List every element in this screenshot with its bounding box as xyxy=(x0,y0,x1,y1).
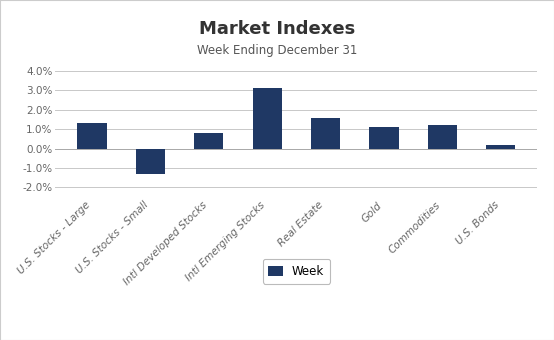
Text: Week Ending December 31: Week Ending December 31 xyxy=(197,44,357,57)
Bar xyxy=(253,88,282,149)
Bar xyxy=(311,118,340,149)
Bar xyxy=(428,125,457,149)
Bar xyxy=(78,123,106,149)
Bar xyxy=(194,133,223,149)
Bar xyxy=(370,127,399,149)
Bar xyxy=(136,149,165,174)
Bar xyxy=(486,145,515,149)
Text: Market Indexes: Market Indexes xyxy=(199,20,355,38)
Legend: Week: Week xyxy=(263,259,330,284)
